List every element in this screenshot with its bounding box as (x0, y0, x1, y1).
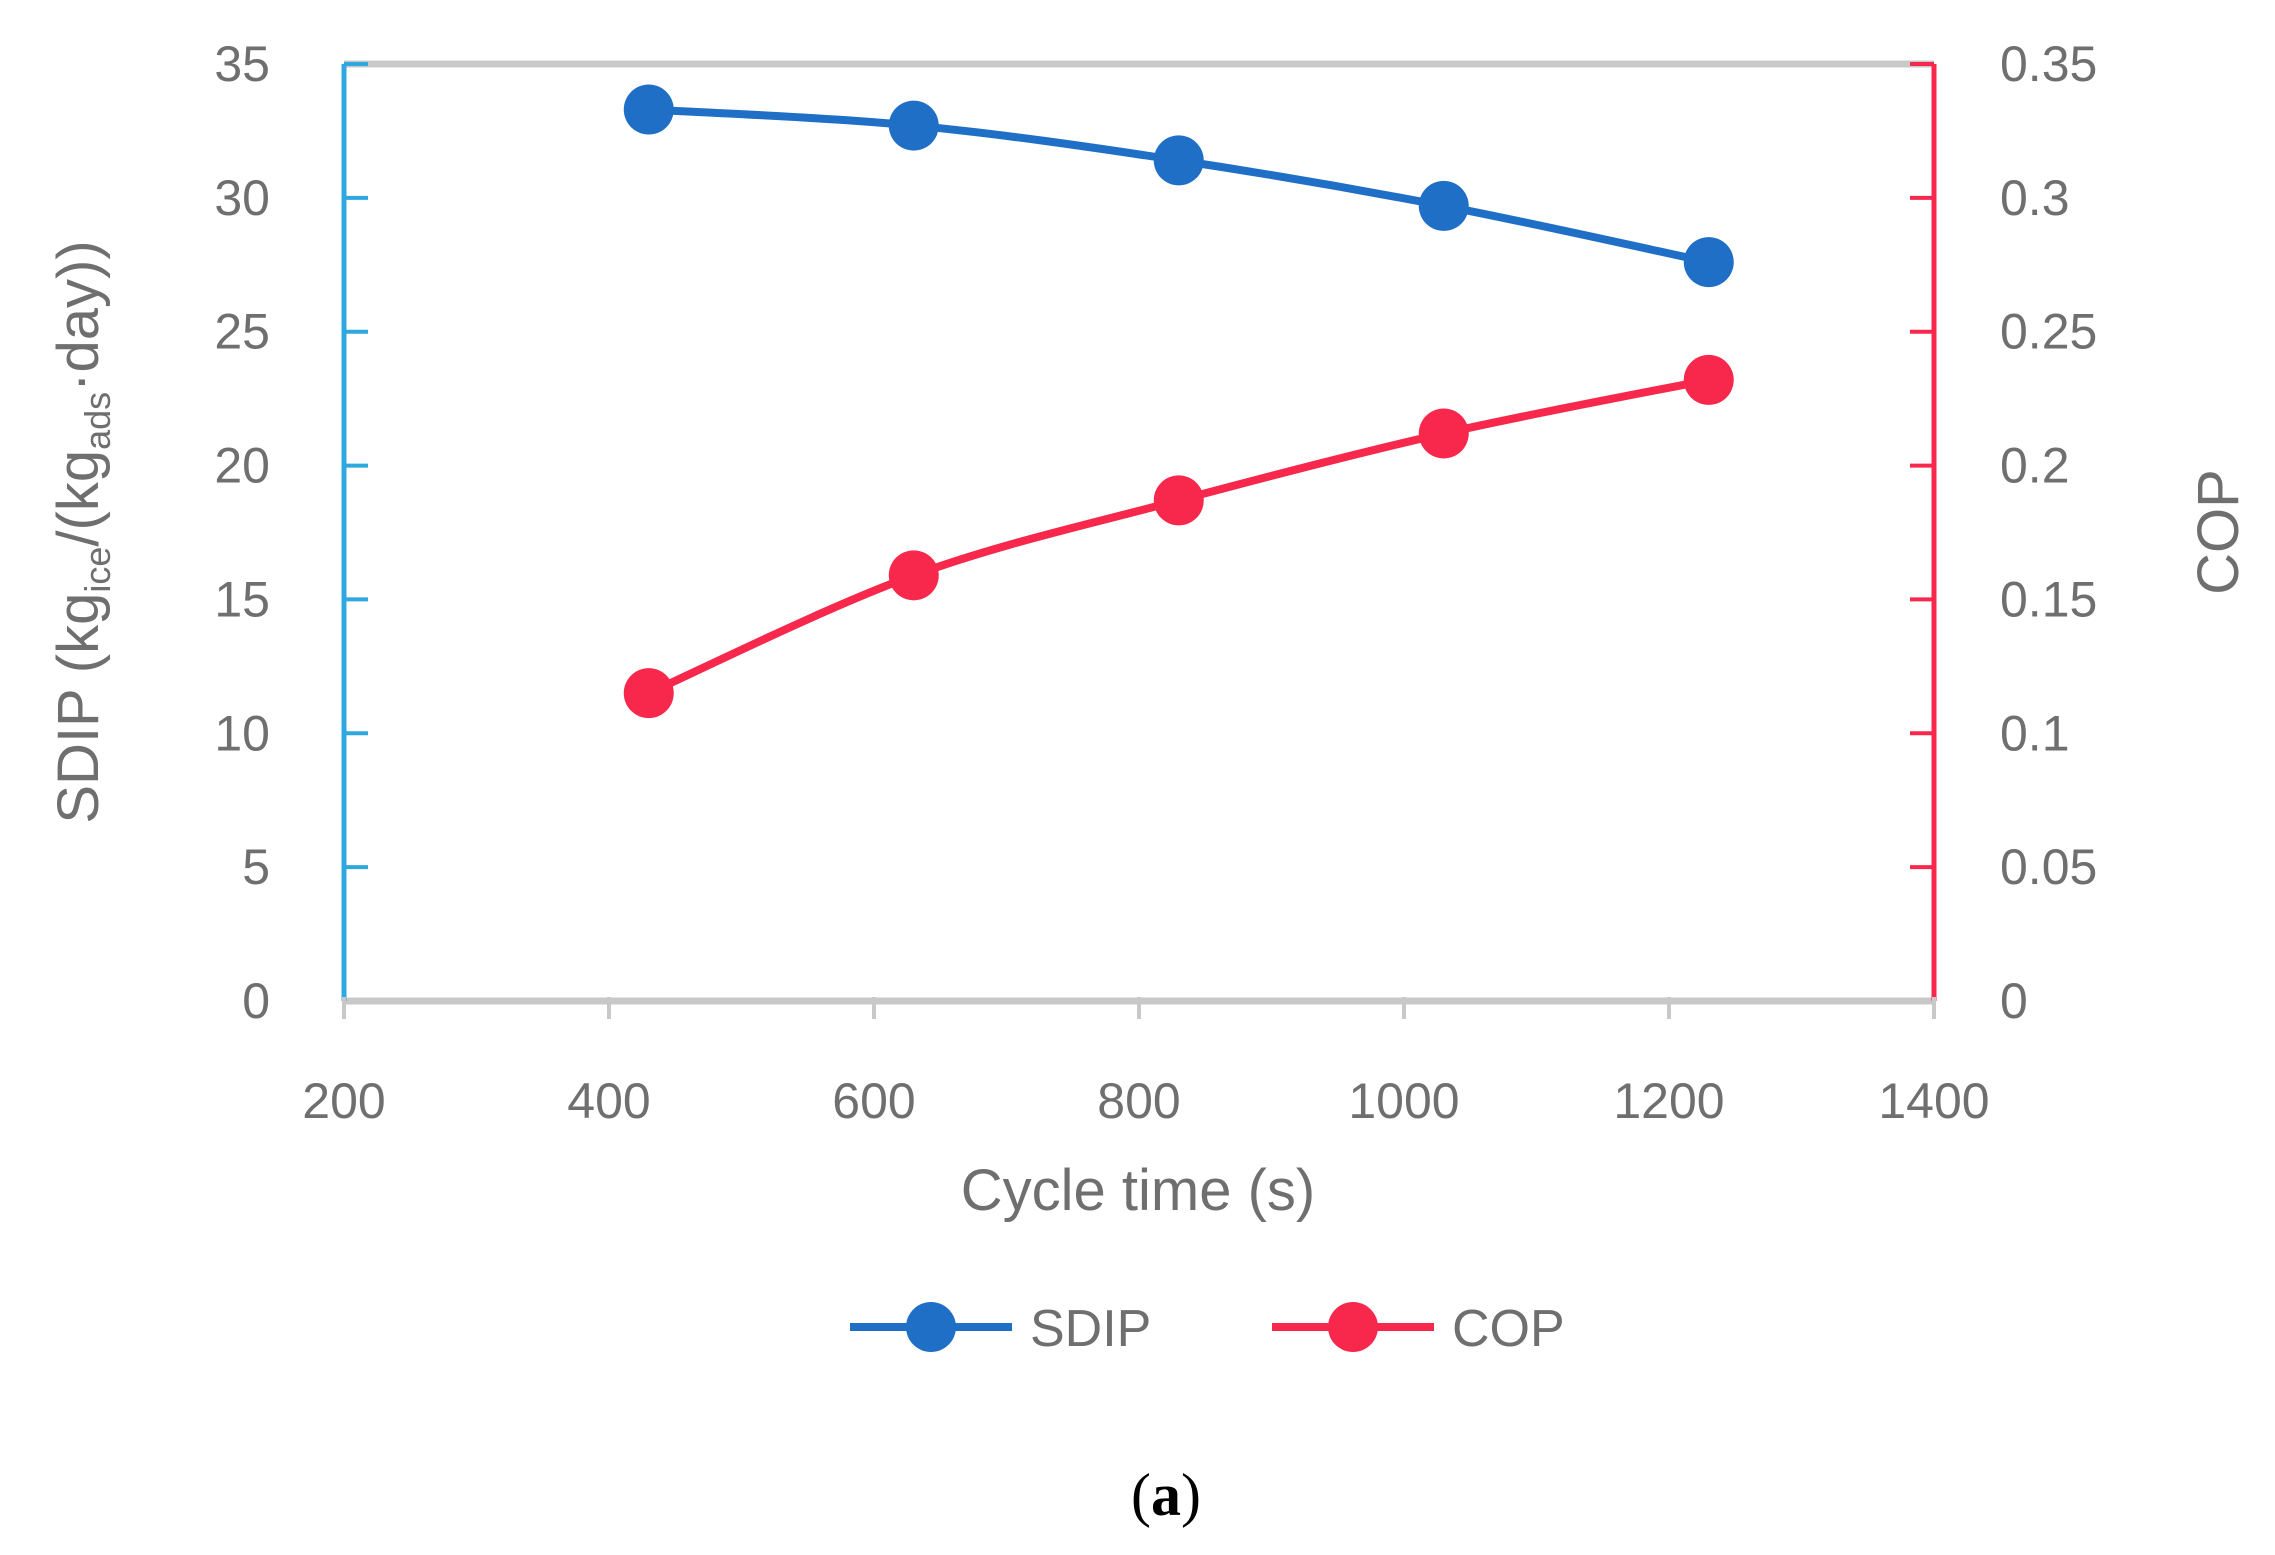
sdip-data-point (1683, 237, 1734, 288)
x-tick-label: 1200 (1613, 1073, 1724, 1129)
left-tick-label: 35 (214, 36, 270, 92)
x-tick-label: 1000 (1348, 1073, 1459, 1129)
right-y-axis-title: COP (2186, 469, 2251, 595)
right-tick-label: 0.05 (2000, 839, 2097, 895)
left-tick-label: 25 (214, 304, 270, 360)
sdip-data-point (1153, 135, 1204, 186)
x-tick-label: 800 (1097, 1073, 1180, 1129)
x-tick-label: 200 (302, 1073, 385, 1129)
legend: SDIP COP (850, 1300, 1565, 1358)
legend-sdip-label: SDIP (1030, 1300, 1151, 1358)
cop-data-point (888, 550, 939, 601)
plot-frame (341, 60, 1937, 1005)
right-tick-label: 0.15 (2000, 571, 2097, 627)
cop-data-point (1153, 475, 1204, 526)
left-tick-label: 15 (214, 571, 270, 627)
x-tick-label: 400 (567, 1073, 650, 1129)
left-y-title-main: SDIP (kg (46, 593, 111, 824)
left-tick-label: 0 (242, 973, 270, 1029)
cop-data-point (1418, 408, 1469, 459)
left-y-title-sub-ice: ice (77, 547, 118, 593)
left-axis-ticks: 0 5 10 15 20 25 30 35 (214, 36, 368, 1029)
right-tick-label: 0.2 (2000, 438, 2070, 494)
x-tick-label: 600 (832, 1073, 915, 1129)
sdip-data-point (623, 84, 674, 135)
x-axis-ticks: 200 400 600 800 1000 1200 1400 (302, 997, 1990, 1129)
sdip-series-line (644, 105, 1713, 267)
left-tick-label: 20 (214, 438, 270, 494)
sdip-data-point (1418, 180, 1469, 231)
right-tick-label: 0.1 (2000, 705, 2070, 761)
cop-data-point (623, 668, 674, 719)
x-axis-title: Cycle time (s) (961, 1158, 1315, 1223)
right-axis-ticks: 0 0.05 0.1 0.15 0.2 0.25 0.3 0.35 (1910, 36, 2097, 1029)
left-y-title-mid: /(kg (46, 450, 111, 547)
x-tick-label: 1400 (1878, 1073, 1989, 1129)
right-tick-label: 0.3 (2000, 170, 2070, 226)
left-y-title-sub-ads: ads (77, 392, 118, 450)
caption-close-paren: ) (1181, 1462, 1201, 1528)
legend-cop-marker (1328, 1302, 1378, 1352)
right-tick-label: 0.35 (2000, 36, 2097, 92)
left-y-title-tail: ·day)) (46, 240, 111, 391)
figure-caption: (a) (1131, 1462, 1201, 1528)
series-layer (623, 84, 1734, 719)
right-tick-label: 0 (2000, 973, 2028, 1029)
legend-cop-label: COP (1452, 1300, 1565, 1358)
cop-series-line (644, 375, 1713, 698)
left-tick-label: 30 (214, 170, 270, 226)
right-tick-label: 0.25 (2000, 304, 2097, 360)
cop-data-point (1683, 354, 1734, 405)
left-y-axis-title: SDIP (kgice/(kgads·day)) (46, 240, 118, 823)
left-tick-label: 5 (242, 839, 270, 895)
left-tick-label: 10 (214, 705, 270, 761)
legend-sdip-marker (906, 1302, 956, 1352)
sdip-data-point (888, 100, 939, 151)
caption-open-paren: ( (1131, 1462, 1151, 1528)
caption-letter: a (1151, 1462, 1181, 1528)
